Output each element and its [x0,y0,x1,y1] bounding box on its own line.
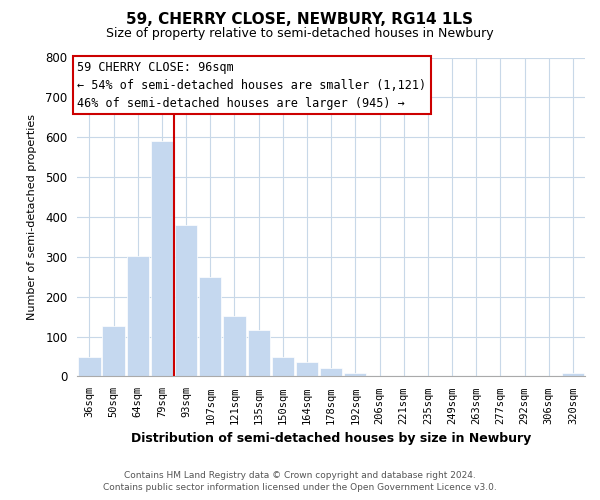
Text: Contains HM Land Registry data © Crown copyright and database right 2024.
Contai: Contains HM Land Registry data © Crown c… [103,471,497,492]
Bar [562,374,584,376]
Text: 59 CHERRY CLOSE: 96sqm
← 54% of semi-detached houses are smaller (1,121)
46% of : 59 CHERRY CLOSE: 96sqm ← 54% of semi-det… [77,60,427,110]
Bar [175,225,197,376]
Bar [272,356,294,376]
Bar [199,277,221,376]
X-axis label: Distribution of semi-detached houses by size in Newbury: Distribution of semi-detached houses by … [131,432,531,445]
Text: 59, CHERRY CLOSE, NEWBURY, RG14 1LS: 59, CHERRY CLOSE, NEWBURY, RG14 1LS [127,12,473,28]
Bar [223,316,245,376]
Bar [296,362,318,376]
Y-axis label: Number of semi-detached properties: Number of semi-detached properties [27,114,37,320]
Bar [78,356,101,376]
Bar [320,368,342,376]
Text: Size of property relative to semi-detached houses in Newbury: Size of property relative to semi-detach… [106,28,494,40]
Bar [151,141,173,376]
Bar [103,326,125,376]
Bar [248,330,270,376]
Bar [344,374,367,376]
Bar [127,256,149,376]
